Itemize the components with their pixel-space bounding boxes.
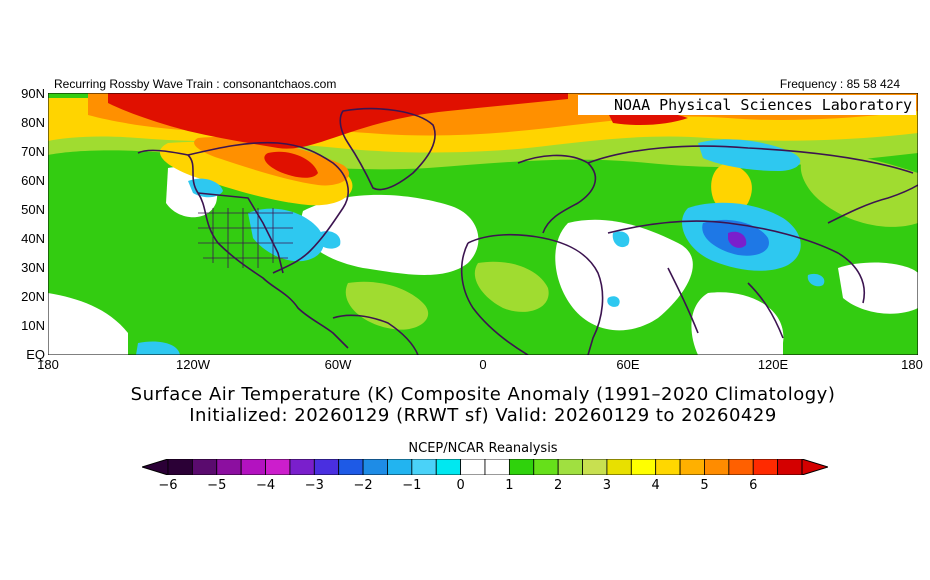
us-state-borders [198, 208, 293, 268]
colorbar-swatch [338, 458, 364, 476]
colorbar-swatch [484, 458, 510, 476]
noaa-overlay-label: NOAA Physical Sciences Laboratory [578, 95, 916, 115]
colorbar-tick-label: −1 [402, 478, 422, 493]
colorbar-swatch [533, 458, 559, 476]
lat-label-30n: 30N [21, 260, 45, 275]
colorbar-swatch [362, 458, 388, 476]
colorbar-over-arrow [801, 458, 830, 476]
neutral-anomaly-regions [48, 167, 918, 355]
lat-label-70n: 70N [21, 144, 45, 159]
colorbar-under-arrow [140, 458, 169, 476]
lat-label-40n: 40N [21, 231, 45, 246]
colorbar-swatch [435, 458, 462, 476]
colorbar-tick-label: 6 [749, 478, 758, 493]
lat-label-20n: 20N [21, 289, 45, 304]
colorbar-swatch [191, 458, 218, 476]
colorbar-swatch [630, 458, 657, 476]
colorbar-tick-label: −6 [158, 478, 178, 493]
colorbar-tick-label: −5 [207, 478, 227, 493]
lon-label-180w: 180 [37, 357, 59, 372]
colorbar-tick-label: 2 [554, 478, 563, 493]
colorbar-tick-label: −3 [304, 478, 324, 493]
colorbar-swatch [216, 458, 242, 476]
lat-label-eq: EQ [26, 347, 45, 362]
header-source-text: Recurring Rossby Wave Train : consonantc… [54, 77, 337, 91]
colorbar-swatch [557, 458, 583, 476]
map-subtitle: Initialized: 20260129 (RRWT sf) Valid: 2… [189, 405, 777, 426]
colorbar-swatch [679, 458, 705, 476]
colorbar-swatch [313, 458, 340, 476]
colorbar-swatch [508, 458, 535, 476]
lat-label-50n: 50N [21, 202, 45, 217]
lon-label-60e: 60E [616, 357, 640, 372]
colorbar-tick-label: 0 [456, 478, 465, 493]
lat-label-10n: 10N [21, 318, 45, 333]
colorbar-swatch [411, 458, 437, 476]
colorbar-swatch [167, 458, 193, 476]
map-canvas [47, 92, 919, 356]
colorbar-swatch [752, 458, 779, 476]
colorbar-label: NCEP/NCAR Reanalysis [408, 441, 558, 456]
colorbar-swatch [582, 458, 608, 476]
lon-label-0: 0 [479, 357, 487, 372]
cold-anomaly-regions [136, 139, 825, 355]
lat-label-80n: 80N [21, 115, 45, 130]
colorbar-tick-label: −4 [255, 478, 276, 493]
colorbar-swatch [460, 458, 486, 476]
map-title: Surface Air Temperature (K) Composite An… [130, 384, 836, 405]
colorbar-swatch [387, 458, 413, 476]
lat-label-60n: 60N [21, 173, 45, 188]
colorbar-swatch [655, 458, 681, 476]
coastlines [137, 107, 918, 355]
lon-label-120w: 120W [176, 357, 210, 372]
colorbar-tick-label: 4 [651, 478, 660, 493]
header-frequency-text: Frequency : 85 58 424 [779, 77, 900, 91]
colorbar-swatch [704, 458, 730, 476]
colorbar-swatch [289, 458, 315, 476]
colorbar-tick-label: 1 [505, 478, 514, 493]
colorbar-swatch [240, 458, 266, 476]
colorbar-swatch [777, 458, 803, 476]
lat-label-90n: 90N [21, 86, 45, 101]
lon-label-60w: 60W [324, 357, 352, 372]
colorbar-swatch [265, 458, 291, 476]
lon-label-180e: 180 [901, 357, 923, 372]
colorbar-swatch [728, 458, 754, 476]
colorbar-tick-label: 5 [700, 478, 709, 493]
colorbar-tick-label: 3 [602, 478, 612, 493]
colorbar-canvas [140, 458, 830, 476]
anomaly-map [47, 92, 919, 356]
lon-label-120e: 120E [757, 357, 789, 372]
colorbar-tick-label: −2 [353, 478, 373, 493]
colorbar-swatch [606, 458, 632, 476]
colorbar [140, 458, 830, 476]
